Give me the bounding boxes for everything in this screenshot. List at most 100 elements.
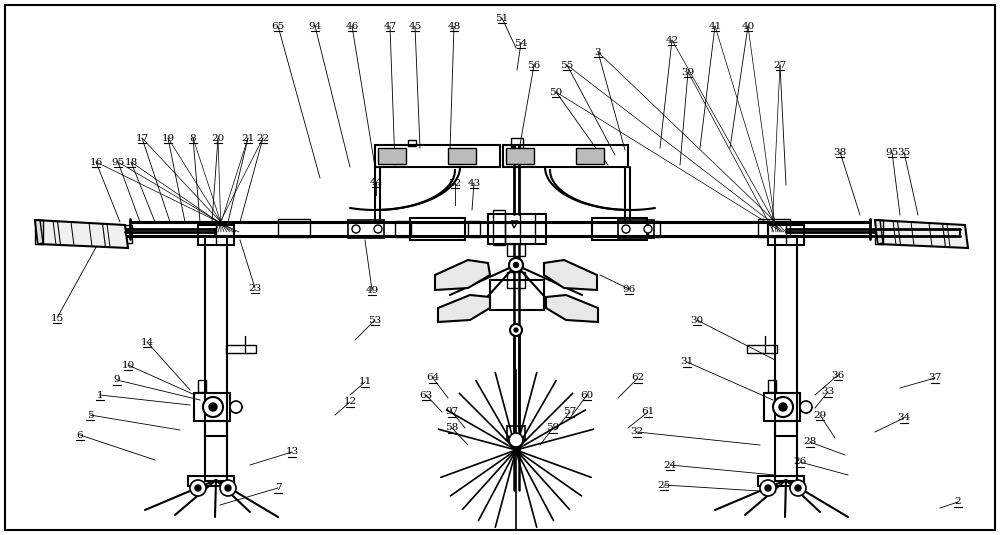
Polygon shape [435,260,490,290]
Bar [448,148,476,164]
Bar [348,220,384,238]
Bar [188,476,234,486]
Bar [35,220,43,244]
Bar [205,236,227,436]
Bar [507,426,525,440]
Text: 39: 39 [681,67,695,77]
Text: 2: 2 [955,498,961,507]
Text: 47: 47 [383,21,397,30]
Text: 44: 44 [369,178,383,187]
Polygon shape [35,220,43,244]
Bar [758,219,790,237]
Text: 33: 33 [821,387,835,396]
Text: 45: 45 [408,21,422,30]
Text: 15: 15 [50,314,64,323]
Bar [592,218,647,240]
Bar [410,218,465,240]
Circle shape [510,324,522,336]
Text: 6: 6 [77,431,83,439]
Circle shape [760,480,776,496]
Bar [875,220,883,244]
Circle shape [509,433,523,447]
Text: 27: 27 [773,60,787,70]
Text: 25: 25 [657,480,671,490]
Bar [506,148,534,164]
Circle shape [800,401,812,413]
Circle shape [514,263,518,268]
Text: 95: 95 [111,157,125,166]
Bar [758,476,804,486]
Text: 60: 60 [580,391,594,400]
Text: 8: 8 [190,134,196,142]
Circle shape [230,401,242,413]
Text: 30: 30 [690,316,704,325]
Bar [507,272,525,288]
Polygon shape [875,220,968,248]
Bar [618,220,654,238]
Text: 48: 48 [447,21,461,30]
Text: 22: 22 [256,134,270,142]
Circle shape [220,480,236,496]
Text: 3: 3 [595,48,601,57]
Bar [775,236,797,436]
Text: 95: 95 [885,148,899,157]
Circle shape [190,480,206,496]
Circle shape [209,403,217,411]
Bar [468,221,480,237]
Text: 53: 53 [368,316,382,325]
Polygon shape [875,220,883,244]
Bar [507,244,525,256]
Polygon shape [35,220,128,248]
Circle shape [790,480,806,496]
Text: 35: 35 [897,148,911,157]
Circle shape [195,485,201,491]
Text: 5: 5 [87,410,93,419]
Text: 51: 51 [495,13,509,22]
Text: 28: 28 [803,438,817,447]
Text: 54: 54 [514,39,528,48]
Text: 37: 37 [928,373,942,383]
Text: 96: 96 [622,285,636,294]
Text: 17: 17 [135,134,149,142]
Circle shape [509,258,523,272]
Bar [278,219,310,237]
Polygon shape [546,295,598,322]
Bar [226,345,256,353]
Bar [408,140,416,146]
Circle shape [622,225,630,233]
Bar [576,148,604,164]
Text: 14: 14 [140,338,154,347]
Bar [378,148,406,164]
Text: 29: 29 [813,410,827,419]
Polygon shape [438,295,490,322]
Bar [194,393,230,421]
Bar [764,393,800,421]
Circle shape [779,403,787,411]
Bar [198,380,206,392]
Bar [120,225,132,243]
Text: 61: 61 [641,408,655,417]
Text: 19: 19 [161,134,175,142]
Text: 62: 62 [631,373,645,383]
Text: 20: 20 [211,134,225,142]
Circle shape [514,328,518,332]
Bar [205,421,227,481]
Text: 42: 42 [665,35,679,44]
Circle shape [765,485,771,491]
Text: 10: 10 [121,361,135,370]
Circle shape [644,225,652,233]
Text: 7: 7 [275,484,281,493]
Text: 55: 55 [560,60,574,70]
Text: 43: 43 [467,179,481,187]
Text: 49: 49 [365,286,379,294]
Text: 21: 21 [241,134,255,142]
Bar [493,210,505,245]
Circle shape [225,485,231,491]
Text: 41: 41 [708,21,722,30]
Bar [648,221,660,237]
Text: 13: 13 [285,447,299,456]
Text: 63: 63 [419,391,433,400]
Bar [768,225,804,245]
Text: 34: 34 [897,414,911,423]
Bar [375,145,500,167]
